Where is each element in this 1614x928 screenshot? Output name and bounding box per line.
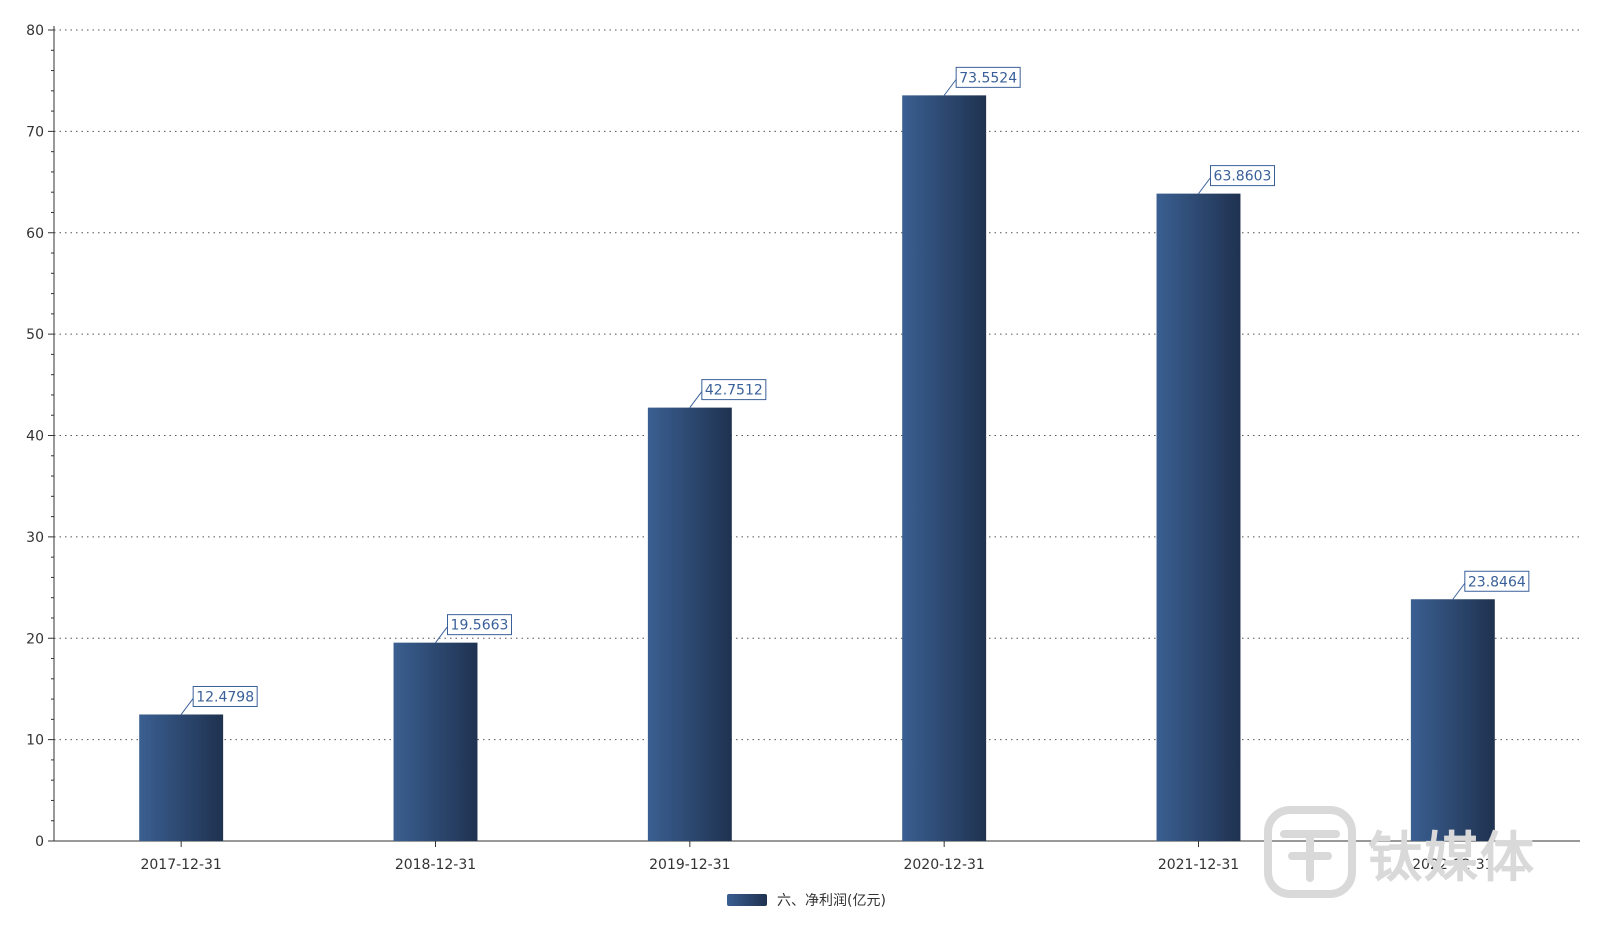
y-tick-label: 80 [26,23,44,39]
value-label: 63.8603 [1214,169,1272,185]
y-tick-label: 10 [26,733,44,749]
x-tick-label: 2022-12-31 [1412,857,1493,873]
x-tick-label: 2017-12-31 [140,857,221,873]
value-labels: 12.4798 19.5663 42.7512 73.5524 63.8603 23.84… [180,66,1530,715]
bar-2020-12-31[interactable] [902,95,987,841]
x-tick-label: 2018-12-31 [395,857,476,873]
value-label-leader [943,79,957,96]
bar-2019-12-31[interactable] [647,407,732,841]
value-label: 23.8464 [1468,574,1526,590]
y-tick-label: 50 [26,327,44,343]
grid-lines [54,29,1580,741]
x-tick-label: 2019-12-31 [649,857,730,873]
watermark-text: 钛媒体 [1368,826,1536,889]
value-label-box [955,66,1021,88]
value-label: 42.7512 [705,383,763,399]
y-tick-label: 60 [26,226,44,242]
value-label-leader [1198,177,1211,194]
bars [139,95,1495,841]
x-tick-label: 2020-12-31 [903,857,984,873]
bar-2022-12-31[interactable] [1410,599,1495,841]
bar-2017-12-31[interactable] [139,714,224,841]
bar-2021-12-31[interactable] [1156,193,1241,841]
y-tick-label: 20 [26,631,44,647]
value-label-box [447,614,512,636]
y-tick-label: 30 [26,530,44,546]
bar-2018-12-31[interactable] [393,642,478,841]
value-label-box [192,685,258,707]
value-label: 73.5524 [959,70,1017,86]
value-label: 19.5663 [451,618,509,634]
axes: 0 10 20 30 40 50 60 70 80 2017-12-31 2018-12-31 201… [26,23,1580,873]
legend-label[interactable]: 六、净利润(亿元) [777,893,886,909]
value-label-box [701,379,767,401]
value-label-leader [180,698,194,715]
watermark: 钛媒体 [1264,806,1536,898]
y-tick-label: 0 [35,834,44,850]
y-tick-label: 70 [26,124,44,140]
value-label: 12.4798 [196,689,254,705]
value-label-box [1210,165,1275,187]
y-tick-label: 40 [26,429,44,445]
legend-swatch[interactable] [727,894,767,906]
value-label-leader [435,626,448,643]
x-tick-label: 2021-12-31 [1158,857,1239,873]
value-label-leader [1452,582,1466,600]
legend[interactable]: 六、净利润(亿元) [727,893,886,909]
tmtpost-logo-icon [1264,806,1356,898]
value-label-leader [689,391,703,408]
value-label-box [1464,570,1530,592]
